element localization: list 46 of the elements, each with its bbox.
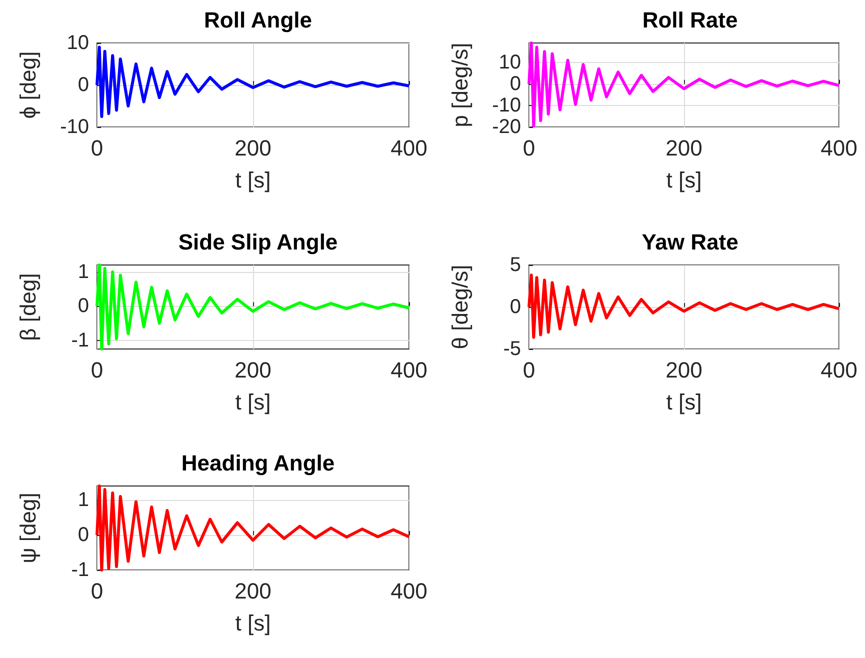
y-tick-label: 0 <box>510 72 521 95</box>
x-tick-label: 200 <box>666 358 702 382</box>
x-axis-title: t [s] <box>666 390 702 414</box>
y-tick-label: -20 <box>492 116 521 138</box>
y-tick-label: 1 <box>78 489 89 511</box>
y-axis-title: ϕ [deg] <box>16 51 40 119</box>
y-tick-label: 0 <box>78 295 89 318</box>
x-tick-label: 200 <box>666 136 702 160</box>
x-axis-title: t [s] <box>235 610 271 636</box>
y-tick-label: 0 <box>510 296 521 318</box>
x-tick-label: 400 <box>390 578 428 604</box>
line-series <box>96 46 410 118</box>
chart-title: Roll Angle <box>204 8 312 32</box>
y-tick-label: 5 <box>510 254 521 276</box>
line-series <box>96 484 410 572</box>
line-series <box>528 42 840 128</box>
x-axis-title: t [s] <box>235 168 271 192</box>
y-tick-label: 0 <box>78 524 89 546</box>
x-tick-label: 400 <box>820 358 858 382</box>
line-series <box>96 264 410 350</box>
x-tick-label: 400 <box>390 136 428 160</box>
y-tick-label: 10 <box>498 51 521 74</box>
y-axis-title: ψ [deg] <box>16 492 40 564</box>
y-tick-label: -5 <box>503 338 521 360</box>
y-tick-label: -1 <box>71 559 89 581</box>
y-tick-label: -10 <box>60 116 89 138</box>
y-tick-label: 1 <box>78 260 89 283</box>
line-series <box>528 274 840 339</box>
chart-title: Side Slip Angle <box>178 230 338 254</box>
chart-title: Yaw Rate <box>642 230 738 254</box>
y-tick-label: -1 <box>71 329 89 352</box>
x-tick-label: 200 <box>234 136 272 160</box>
y-tick-label: -10 <box>492 94 521 116</box>
y-axis-title: β [deg] <box>16 273 40 341</box>
chart-title: Roll Rate <box>642 8 738 32</box>
chart-title: Heading Angle <box>181 450 335 476</box>
y-axis-title: p [deg/s] <box>448 42 472 128</box>
x-tick-label: 200 <box>234 358 272 382</box>
x-axis-title: t [s] <box>666 168 702 192</box>
y-tick-label: 0 <box>78 74 89 96</box>
x-tick-label: 200 <box>234 578 272 604</box>
x-axis-title: t [s] <box>235 390 271 414</box>
y-tick-label: 10 <box>66 32 89 54</box>
x-tick-label: 400 <box>820 136 858 160</box>
x-tick-label: 400 <box>390 358 428 382</box>
y-axis-title: θ [deg/s] <box>448 264 472 350</box>
